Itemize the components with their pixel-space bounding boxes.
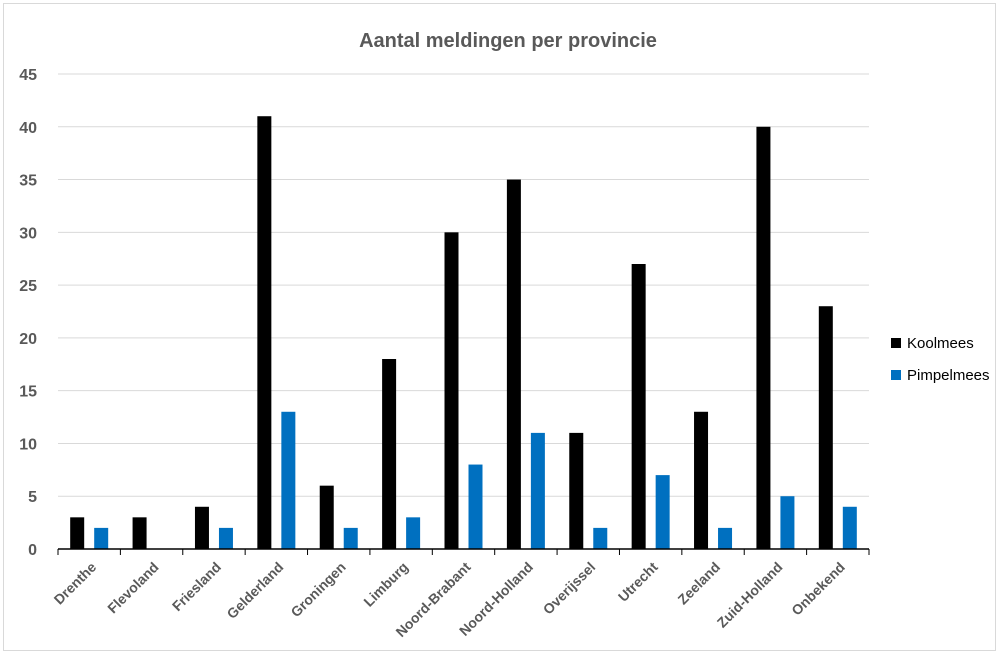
bars <box>70 116 857 550</box>
x-tick-label: Groningen <box>287 559 348 620</box>
legend-swatch <box>891 338 901 348</box>
x-tick-label: Flevoland <box>104 559 162 617</box>
bar-pimpelmees-drenthe <box>94 527 109 549</box>
y-tick-label: 40 <box>19 120 37 137</box>
x-tick-label: Zuid-Holland <box>714 559 786 631</box>
bar-pimpelmees-limburg <box>406 517 421 549</box>
x-tick-label: Friesland <box>169 559 224 614</box>
bar-koolmees-onbekend <box>818 306 833 549</box>
x-axis <box>57 548 870 555</box>
legend-swatch <box>891 370 901 380</box>
y-tick-label: 25 <box>19 278 37 295</box>
y-tick-label: 20 <box>19 331 37 348</box>
y-tick-label: 0 <box>28 542 37 559</box>
y-tick-label: 30 <box>19 225 37 242</box>
bar-pimpelmees-noord-holland <box>530 432 545 549</box>
bar-pimpelmees-zuid-holland <box>780 496 795 549</box>
y-tick-label: 15 <box>19 384 37 401</box>
legend-label: Koolmees <box>907 335 974 352</box>
y-tick-label: 35 <box>19 173 37 190</box>
bar-pimpelmees-zeeland <box>718 527 733 549</box>
x-tick-label: Utrecht <box>615 559 661 605</box>
bar-koolmees-flevoland <box>132 517 147 549</box>
bar-koolmees-groningen <box>319 485 334 549</box>
bar-pimpelmees-utrecht <box>655 475 670 549</box>
bar-pimpelmees-overijssel <box>593 527 608 549</box>
bar-koolmees-overijssel <box>569 432 584 549</box>
bar-pimpelmees-gelderland <box>281 411 296 549</box>
bar-koolmees-zuid-holland <box>756 126 771 550</box>
x-tick-label: Limburg <box>360 559 411 610</box>
bar-koolmees-utrecht <box>631 264 646 549</box>
gridlines <box>58 73 869 497</box>
bar-koolmees-gelderland <box>257 116 272 549</box>
legend: Koolmees Pimpelmees <box>891 335 990 384</box>
y-tick-label: 5 <box>28 489 37 506</box>
bar-koolmees-noord-brabant <box>444 232 459 550</box>
x-tick-label: Onbekend <box>788 559 848 619</box>
bar-koolmees-zeeland <box>694 411 709 549</box>
bar-koolmees-noord-holland <box>506 179 521 550</box>
chart-title: Aantal meldingen per provincie <box>359 30 657 52</box>
y-axis-ticks: 0 5 10 15 20 25 30 35 40 45 <box>19 67 37 559</box>
x-tick-label: Gelderland <box>223 559 286 622</box>
bar-pimpelmees-onbekend <box>842 506 857 549</box>
bar-pimpelmees-friesland <box>218 527 233 549</box>
x-tick-label: Drenthe <box>51 559 100 608</box>
x-axis-ticks: Drenthe Flevoland Friesland Gelderland Groni… <box>51 559 848 640</box>
bar-koolmees-friesland <box>194 506 209 549</box>
bar-koolmees-drenthe <box>70 517 85 549</box>
x-tick-label: Zeeland <box>674 559 723 608</box>
legend-label: Pimpelmees <box>907 367 990 384</box>
bar-pimpelmees-noord-brabant <box>468 464 483 549</box>
y-tick-label: 10 <box>19 436 37 453</box>
x-tick-label: Overijssel <box>540 559 599 618</box>
y-tick-label: 45 <box>19 67 37 84</box>
bar-pimpelmees-groningen <box>343 527 358 549</box>
bar-koolmees-limburg <box>382 359 397 549</box>
